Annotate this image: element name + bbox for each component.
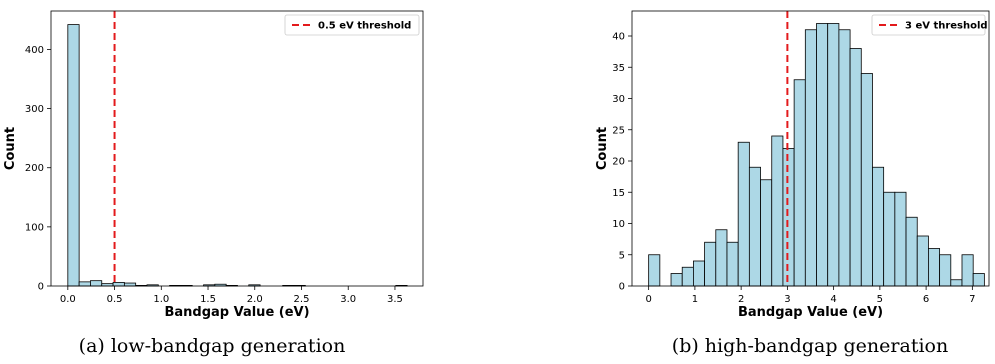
y-axis-title: Count <box>595 127 610 170</box>
x-axis-title: Bandgap Value (eV) <box>738 305 883 320</box>
y-tick-label: 15 <box>612 188 625 199</box>
histogram-bar <box>950 279 963 287</box>
histogram-bar <box>748 166 761 287</box>
histogram-bar <box>78 281 91 287</box>
x-tick-label: 2.0 <box>247 294 263 305</box>
x-tick-label: 1.0 <box>153 294 169 305</box>
plot-frame <box>631 10 990 287</box>
y-tick-label: 40 <box>612 32 625 43</box>
x-tick-label: 0.5 <box>107 294 123 305</box>
histogram-bar <box>704 241 717 287</box>
plot-frame <box>50 10 424 287</box>
y-tick-label: 0 <box>38 282 44 293</box>
x-tick-label: 0 <box>645 294 651 305</box>
y-tick-label: 5 <box>619 250 625 261</box>
x-tick-label: 7 <box>969 294 975 305</box>
y-tick-label: 20 <box>612 157 625 168</box>
histogram-bar <box>90 280 103 287</box>
y-tick-label: 300 <box>25 104 44 115</box>
y-axis-title: Count <box>3 127 18 170</box>
figure-caption: (a) low-bandgap generation <box>79 335 346 357</box>
x-axis-title: Bandgap Value (eV) <box>164 305 309 320</box>
x-tick-label: 6 <box>923 294 929 305</box>
y-tick-label: 400 <box>25 45 44 56</box>
histogram-panel-low-bandgap: 0.0 0.5 1.0 1.5 2.0 2.5 3.0 3.5 0 100 200 300 400 Ban… <box>3 10 424 357</box>
histogram-bar <box>123 282 137 287</box>
histogram-bar <box>827 23 840 287</box>
histogram-bar <box>961 254 974 287</box>
histogram-bar <box>872 166 885 287</box>
histogram-bar <box>771 135 784 287</box>
y-tick-label: 100 <box>25 222 44 233</box>
x-tick-label: 2.5 <box>294 294 310 305</box>
x-tick-label: 3.5 <box>387 294 403 305</box>
x-tick-label: 4 <box>830 294 836 305</box>
y-tick-label: 200 <box>25 163 44 174</box>
histogram-bar <box>670 273 683 287</box>
legend-box <box>871 14 986 36</box>
x-tick-label: 3.0 <box>340 294 356 305</box>
histogram-bar <box>112 282 125 287</box>
histogram-bar <box>894 191 907 287</box>
y-tick-label: 25 <box>612 125 625 136</box>
y-tick-label: 10 <box>612 219 625 230</box>
histogram-bar <box>883 191 896 287</box>
histogram-bar <box>67 24 80 287</box>
y-tick-label: 30 <box>612 94 625 105</box>
x-tick-label: 1.5 <box>200 294 216 305</box>
histogram-bar <box>816 23 829 287</box>
legend-box <box>284 14 420 36</box>
histogram-bar <box>838 29 851 287</box>
histogram-bar <box>916 235 929 287</box>
x-tick-label: 5 <box>877 294 883 305</box>
x-tick-label: 1 <box>692 294 698 305</box>
histogram-bar <box>972 273 985 287</box>
figure-caption: (b) high-bandgap generation <box>672 335 948 357</box>
x-tick-label: 3 <box>784 294 790 305</box>
histogram-bar <box>905 216 918 287</box>
legend-label: 3 eV threshold <box>905 21 988 32</box>
histogram-bar <box>782 148 795 287</box>
histogram-bar <box>849 48 862 287</box>
histogram-panel-high-bandgap: 0 1 2 3 4 5 6 7 0 5 10 15 20 25 30 35 40 Bandgap Value (e… <box>595 10 990 357</box>
x-tick-label: 2 <box>738 294 744 305</box>
histogram-bar <box>715 229 728 287</box>
histogram-bar <box>681 266 694 287</box>
histogram-bar <box>804 29 817 287</box>
histogram-bar <box>928 248 941 287</box>
histogram-bar <box>793 79 806 287</box>
histogram-bar <box>760 179 773 287</box>
histogram-bar <box>726 241 739 287</box>
histogram-bar <box>693 260 706 287</box>
histogram-bar <box>737 141 750 287</box>
histogram-bar <box>648 254 661 287</box>
y-tick-label: 0 <box>619 282 625 293</box>
legend-label: 0.5 eV threshold <box>318 21 411 32</box>
y-tick-label: 35 <box>612 63 625 74</box>
x-tick-label: 0.0 <box>60 294 76 305</box>
histogram-bar <box>860 73 873 287</box>
histogram-bar <box>939 254 952 287</box>
